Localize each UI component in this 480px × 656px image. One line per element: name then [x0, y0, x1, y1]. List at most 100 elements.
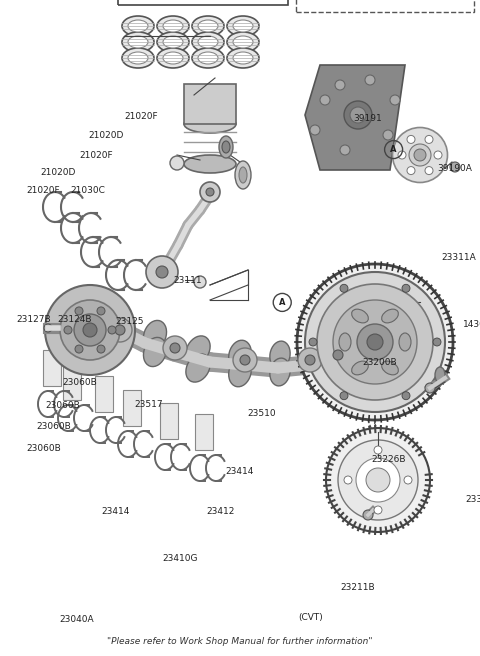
- Ellipse shape: [228, 340, 252, 370]
- Ellipse shape: [128, 52, 148, 64]
- Circle shape: [64, 326, 72, 334]
- Ellipse shape: [233, 20, 253, 32]
- Bar: [184, 84, 236, 124]
- Ellipse shape: [219, 136, 233, 158]
- Ellipse shape: [393, 127, 447, 182]
- Circle shape: [402, 392, 410, 400]
- Ellipse shape: [122, 32, 154, 52]
- Text: 39190A: 39190A: [437, 164, 472, 173]
- Circle shape: [97, 345, 105, 353]
- Ellipse shape: [122, 16, 154, 36]
- Text: 23040A: 23040A: [59, 615, 94, 625]
- Ellipse shape: [239, 167, 247, 183]
- Text: 23125: 23125: [115, 317, 144, 326]
- Text: 23226B: 23226B: [372, 455, 406, 464]
- Text: 23127B: 23127B: [17, 315, 51, 324]
- Ellipse shape: [163, 36, 183, 48]
- Text: 23414: 23414: [101, 507, 130, 516]
- Text: 21020D: 21020D: [41, 168, 76, 177]
- Circle shape: [340, 145, 350, 155]
- Circle shape: [326, 428, 430, 532]
- Circle shape: [398, 151, 406, 159]
- Circle shape: [297, 264, 453, 420]
- Ellipse shape: [339, 333, 351, 351]
- Circle shape: [390, 95, 400, 105]
- Circle shape: [146, 256, 178, 288]
- Bar: [118, 0, 288, 5]
- Ellipse shape: [414, 149, 426, 161]
- Circle shape: [60, 300, 120, 360]
- Text: 23111: 23111: [173, 276, 202, 285]
- Circle shape: [305, 355, 315, 365]
- FancyBboxPatch shape: [195, 414, 213, 450]
- Circle shape: [434, 151, 442, 159]
- Circle shape: [115, 325, 125, 335]
- Circle shape: [309, 338, 317, 346]
- Circle shape: [326, 343, 350, 367]
- Circle shape: [356, 458, 400, 502]
- Ellipse shape: [198, 52, 218, 64]
- Ellipse shape: [409, 144, 431, 166]
- Circle shape: [404, 476, 412, 484]
- Circle shape: [338, 440, 418, 520]
- Ellipse shape: [122, 48, 154, 68]
- Circle shape: [340, 392, 348, 400]
- Circle shape: [108, 326, 116, 334]
- Text: 1430JE: 1430JE: [463, 320, 480, 329]
- FancyBboxPatch shape: [43, 350, 61, 386]
- Circle shape: [365, 75, 375, 85]
- Ellipse shape: [184, 155, 236, 173]
- Circle shape: [367, 334, 383, 350]
- Circle shape: [340, 284, 348, 293]
- Circle shape: [425, 167, 433, 174]
- Text: A: A: [279, 298, 286, 307]
- Ellipse shape: [222, 141, 230, 153]
- Text: 21020F: 21020F: [26, 186, 60, 195]
- Ellipse shape: [186, 336, 210, 364]
- Text: 23311A: 23311A: [442, 253, 476, 262]
- Circle shape: [425, 135, 433, 144]
- Circle shape: [333, 300, 417, 384]
- Ellipse shape: [198, 36, 218, 48]
- Ellipse shape: [344, 101, 372, 129]
- Circle shape: [407, 135, 415, 144]
- Text: 23124B: 23124B: [58, 315, 92, 324]
- Ellipse shape: [352, 309, 368, 323]
- Ellipse shape: [235, 161, 251, 189]
- Ellipse shape: [157, 16, 189, 36]
- Ellipse shape: [198, 20, 218, 32]
- Text: 23060B: 23060B: [62, 378, 97, 387]
- Circle shape: [357, 324, 393, 360]
- Circle shape: [450, 162, 460, 172]
- FancyBboxPatch shape: [160, 403, 178, 439]
- Circle shape: [366, 468, 390, 492]
- Ellipse shape: [157, 32, 189, 52]
- Circle shape: [344, 476, 352, 484]
- Circle shape: [200, 182, 220, 202]
- Circle shape: [305, 272, 445, 412]
- Circle shape: [374, 506, 382, 514]
- Text: 23311B: 23311B: [466, 495, 480, 504]
- Ellipse shape: [163, 20, 183, 32]
- Text: A: A: [390, 145, 397, 154]
- Circle shape: [170, 156, 184, 170]
- Text: 23060B: 23060B: [46, 401, 80, 410]
- Ellipse shape: [184, 115, 236, 133]
- Ellipse shape: [192, 16, 224, 36]
- Circle shape: [333, 350, 343, 360]
- Ellipse shape: [228, 358, 252, 387]
- Circle shape: [163, 336, 187, 360]
- Ellipse shape: [382, 361, 398, 375]
- Text: 21020F: 21020F: [125, 112, 158, 121]
- Circle shape: [317, 284, 433, 400]
- Ellipse shape: [233, 52, 253, 64]
- Text: (CVT): (CVT): [299, 613, 324, 623]
- Text: 23211B: 23211B: [340, 583, 375, 592]
- Circle shape: [44, 324, 52, 332]
- Circle shape: [383, 130, 393, 140]
- Circle shape: [298, 348, 322, 372]
- Circle shape: [45, 285, 135, 375]
- Ellipse shape: [128, 36, 148, 48]
- Ellipse shape: [157, 48, 189, 68]
- Ellipse shape: [227, 16, 259, 36]
